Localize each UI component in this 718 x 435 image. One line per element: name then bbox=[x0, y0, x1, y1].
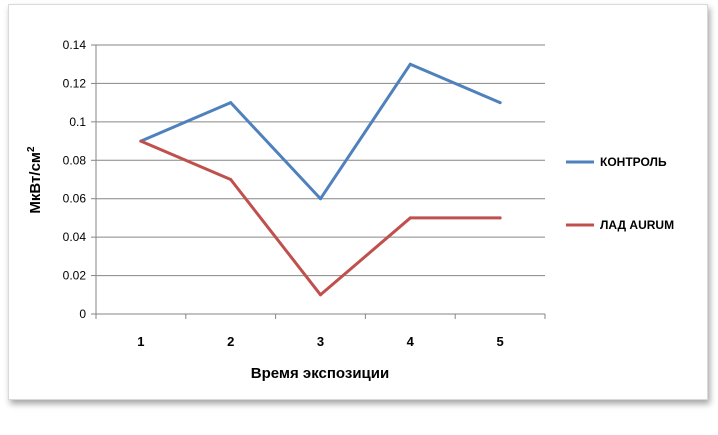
y-tick-labels: 0 0.02 0.04 0.06 0.08 0.1 0.12 0.14 bbox=[63, 38, 87, 321]
y-tick-label: 0.06 bbox=[63, 192, 87, 206]
y-tick-label: 0.08 bbox=[63, 153, 87, 167]
y-axis-title: МкВт/см2 bbox=[26, 146, 44, 214]
series-line-2 bbox=[139, 139, 502, 297]
y-axis-title-main: МкВт/см bbox=[27, 152, 44, 214]
x-tick-labels: 1 2 3 4 5 bbox=[137, 334, 503, 349]
legend-label: ЛАД AURUM bbox=[600, 218, 674, 232]
x-tick-label: 5 bbox=[496, 334, 503, 349]
x-axis-title: Время экспозиции bbox=[251, 365, 389, 382]
y-tick-label: 0 bbox=[79, 307, 86, 321]
y-axis-title-superscript: 2 bbox=[26, 146, 37, 152]
data-point bbox=[319, 197, 322, 201]
legend-label: КОНТРОЛЬ bbox=[600, 155, 667, 169]
legend: КОНТРОЛЬ ЛАД AURUM bbox=[566, 155, 674, 232]
series-line-1 bbox=[139, 62, 502, 201]
y-tick-label: 0.04 bbox=[63, 230, 87, 244]
data-point bbox=[139, 139, 143, 143]
y-tick-label: 0.12 bbox=[63, 76, 87, 90]
data-point bbox=[229, 178, 233, 181]
series-lines bbox=[139, 62, 502, 297]
gridlines bbox=[91, 44, 546, 319]
x-tick-label: 1 bbox=[137, 334, 144, 349]
y-tick-label: 0.1 bbox=[69, 115, 86, 129]
chart-frame bbox=[8, 4, 708, 400]
x-tick-label: 3 bbox=[317, 334, 324, 349]
y-tick-label: 0.14 bbox=[63, 38, 87, 52]
data-point bbox=[498, 216, 502, 220]
data-point bbox=[408, 62, 412, 66]
data-point bbox=[408, 216, 412, 220]
x-tick-label: 2 bbox=[227, 334, 234, 349]
y-tick-label: 0.02 bbox=[63, 269, 87, 283]
x-tick-label: 4 bbox=[407, 334, 415, 349]
data-point bbox=[229, 101, 233, 105]
data-point bbox=[498, 101, 502, 105]
data-point bbox=[319, 293, 322, 297]
